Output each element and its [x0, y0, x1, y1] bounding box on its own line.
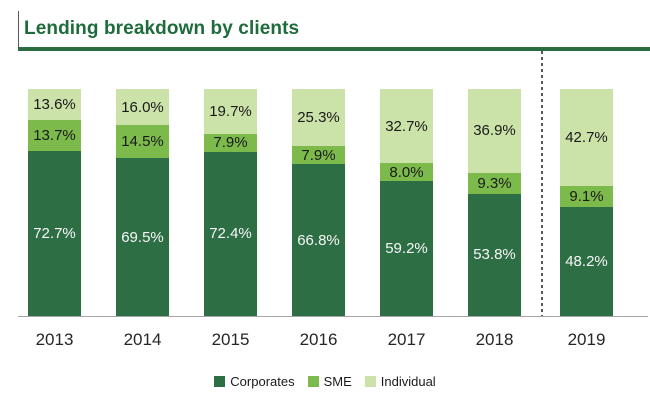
legend: Corporates SME Individual — [0, 374, 650, 389]
segment-individual-2016: 25.3% — [292, 89, 345, 147]
segment-individual-2018: 36.9% — [468, 89, 521, 173]
segment-label: 7.9% — [213, 134, 248, 152]
segment-label: 8.0% — [389, 163, 424, 181]
segment-individual-2019: 42.7% — [560, 89, 613, 186]
segment-label: 14.5% — [121, 133, 164, 151]
chart-title-block: Lending breakdown by clients — [18, 11, 299, 47]
bar-2014: 16.0% 14.5% 69.5% — [116, 89, 169, 316]
forecast-separator-line — [541, 51, 543, 316]
segment-corporates-2015: 72.4% — [204, 151, 257, 316]
segment-label: 72.4% — [209, 225, 252, 243]
segment-sme-2018: 9.3% — [468, 172, 521, 194]
segment-label: 59.2% — [385, 240, 428, 258]
segment-label: 7.9% — [301, 146, 336, 164]
segment-corporates-2014: 69.5% — [116, 158, 169, 316]
segment-corporates-2013: 72.7% — [28, 150, 81, 316]
bar-2017: 32.7% 8.0% 59.2% — [380, 89, 433, 316]
x-axis-label-2018: 2018 — [475, 330, 514, 349]
x-axis-label-2014: 2014 — [123, 330, 162, 349]
segment-corporates-2017: 59.2% — [380, 181, 433, 316]
x-axis-line — [18, 316, 648, 317]
segment-sme-2013: 13.7% — [28, 119, 81, 151]
segment-corporates-2018: 53.8% — [468, 193, 521, 316]
segment-sme-2019: 9.1% — [560, 185, 613, 207]
x-axis-label-2016: 2016 — [299, 330, 338, 349]
legend-swatch-individual — [364, 376, 376, 387]
segment-label: 9.1% — [569, 187, 604, 205]
segment-label: 13.7% — [33, 126, 76, 144]
segment-label: 16.0% — [121, 98, 164, 116]
segment-label: 53.8% — [473, 246, 516, 264]
segment-label: 42.7% — [565, 128, 608, 146]
legend-swatch-sme — [307, 376, 319, 387]
x-axis-label-2013: 2013 — [35, 330, 74, 349]
segment-label: 32.7% — [385, 117, 428, 135]
segment-individual-2013: 13.6% — [28, 89, 81, 120]
bar-2015: 19.7% 7.9% 72.4% — [204, 89, 257, 316]
title-underline — [18, 47, 650, 51]
legend-item-sme: SME — [307, 374, 352, 389]
bar-2019: 42.7% 9.1% 48.2% — [560, 89, 613, 316]
legend-label-sme: SME — [323, 374, 352, 389]
segment-sme-2016: 7.9% — [292, 146, 345, 165]
legend-item-corporates: Corporates — [214, 374, 295, 389]
legend-label-corporates: Corporates — [230, 374, 295, 389]
segment-sme-2015: 7.9% — [204, 133, 257, 152]
legend-label-individual: Individual — [380, 374, 436, 389]
bar-2018: 36.9% 9.3% 53.8% — [468, 89, 521, 316]
segment-label: 25.3% — [297, 109, 340, 127]
segment-sme-2017: 8.0% — [380, 163, 433, 182]
segment-individual-2017: 32.7% — [380, 89, 433, 164]
segment-individual-2014: 16.0% — [116, 89, 169, 126]
segment-label: 13.6% — [33, 95, 76, 113]
segment-label: 19.7% — [209, 102, 252, 120]
segment-label: 36.9% — [473, 122, 516, 140]
chart-title: Lending breakdown by clients — [24, 18, 300, 39]
segment-label: 72.7% — [33, 224, 76, 242]
segment-sme-2014: 14.5% — [116, 125, 169, 159]
x-axis-label-2017: 2017 — [387, 330, 426, 349]
segment-label: 69.5% — [121, 228, 164, 246]
segment-label: 66.8% — [297, 231, 340, 249]
x-axis-label-2019: 2019 — [567, 330, 606, 349]
segment-label: 48.2% — [565, 252, 608, 270]
segment-corporates-2019: 48.2% — [560, 206, 613, 316]
bar-2013: 13.6% 13.7% 72.7% — [28, 89, 81, 316]
legend-swatch-corporates — [214, 376, 226, 387]
legend-item-individual: Individual — [364, 374, 436, 389]
segment-label: 9.3% — [477, 174, 512, 192]
segment-corporates-2016: 66.8% — [292, 164, 345, 316]
bar-2016: 25.3% 7.9% 66.8% — [292, 89, 345, 316]
x-axis-label-2015: 2015 — [211, 330, 250, 349]
segment-individual-2015: 19.7% — [204, 89, 257, 134]
